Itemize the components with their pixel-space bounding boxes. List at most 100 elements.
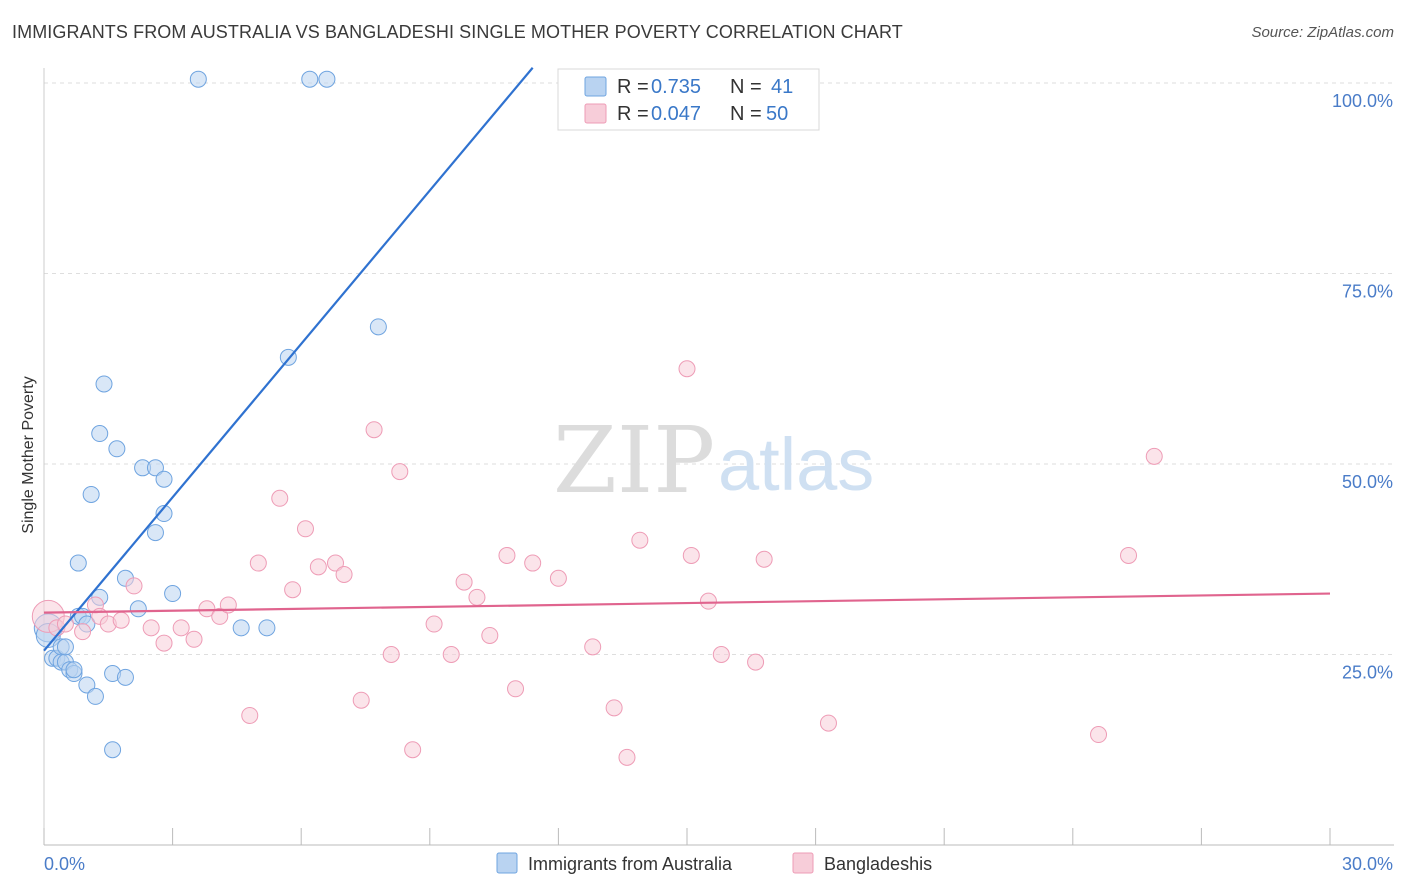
bottom-legend-swatch-bangladeshi bbox=[792, 852, 814, 874]
legend-swatch-bangladeshi bbox=[584, 103, 607, 124]
source-label: Source: ZipAtlas.com bbox=[1251, 24, 1394, 41]
bangladeshi-point bbox=[507, 680, 525, 698]
bangladeshi-point bbox=[605, 699, 623, 717]
watermark: ZIP atlas bbox=[553, 407, 874, 514]
bangladeshi-point bbox=[172, 619, 190, 637]
australia-point bbox=[164, 585, 182, 603]
y-tick-label: 100.0% bbox=[1332, 91, 1393, 111]
bangladeshi-point bbox=[382, 646, 400, 663]
bangladeshi-point bbox=[747, 653, 765, 671]
watermark-zip: ZIP bbox=[553, 407, 715, 514]
tick-labels: 25.0% 50.0% 75.0% 100.0% 0.0% 30.0% bbox=[44, 91, 1393, 874]
watermark-atlas: atlas bbox=[718, 423, 874, 506]
x-tick-label: 0.0% bbox=[44, 854, 85, 874]
bangladeshi-point bbox=[155, 634, 173, 652]
australia-point bbox=[82, 485, 100, 503]
australia-point bbox=[56, 638, 74, 656]
australia-point bbox=[95, 375, 113, 393]
australia-point bbox=[65, 661, 83, 679]
australia-point bbox=[369, 318, 387, 336]
bangladeshi-point bbox=[682, 546, 700, 564]
legend-box: R = 0.735 N = 41 R = 0.047 N = 50 bbox=[557, 68, 820, 131]
bangladeshi-point bbox=[326, 554, 344, 572]
bangladeshi-point bbox=[271, 489, 289, 507]
legend-swatch-australia bbox=[584, 76, 607, 97]
bangladeshi-point bbox=[442, 646, 460, 663]
bangladeshi-point bbox=[819, 714, 837, 732]
legend-r-label-bangladeshi: R = bbox=[617, 103, 649, 125]
legend-n-label-bangladeshi: N = bbox=[730, 103, 762, 125]
bangladeshi-point bbox=[455, 573, 473, 591]
bangladeshi-point bbox=[241, 706, 259, 724]
bottom-legend-swatch-australia bbox=[496, 852, 518, 874]
bangladeshi-point bbox=[1120, 546, 1138, 564]
bottom-legend: Immigrants from Australia Bangladeshis bbox=[496, 852, 932, 874]
australia-point bbox=[146, 459, 164, 477]
bangladeshi-point bbox=[112, 611, 130, 629]
australia-trend-line bbox=[43, 67, 534, 652]
bangladeshi-point bbox=[618, 748, 636, 766]
bottom-legend-label-bangladeshi: Bangladeshis bbox=[824, 854, 932, 874]
bangladeshi-point bbox=[211, 607, 229, 625]
australia-point bbox=[155, 505, 173, 523]
bangladeshi-point bbox=[198, 600, 216, 618]
bangladeshi-point bbox=[284, 581, 302, 599]
legend-n-label-australia: N = bbox=[730, 76, 762, 98]
bangladeshi-point bbox=[468, 588, 486, 606]
australia-point bbox=[301, 70, 319, 88]
bangladeshi-point bbox=[524, 554, 542, 572]
legend-r-value-australia: 0.735 bbox=[651, 76, 701, 98]
trend-lines bbox=[43, 67, 1331, 652]
bangladeshi-point bbox=[1145, 447, 1163, 465]
x-tick-label: 30.0% bbox=[1342, 854, 1393, 874]
bangladeshi-point bbox=[352, 691, 370, 709]
bangladeshi-point bbox=[404, 741, 422, 759]
legend-r-value-bangladeshi: 0.047 bbox=[651, 103, 701, 125]
bangladeshi-point bbox=[74, 623, 92, 641]
bangladeshi-point bbox=[712, 646, 730, 663]
bangladeshi-point bbox=[425, 615, 443, 633]
australia-point bbox=[86, 687, 104, 705]
bangladeshi-point bbox=[481, 626, 499, 644]
legend-n-value-bangladeshi: 50 bbox=[766, 103, 788, 125]
australia-point bbox=[108, 440, 126, 458]
australia-point bbox=[129, 600, 147, 618]
australia-point bbox=[146, 524, 164, 542]
bangladeshi-point bbox=[631, 531, 649, 549]
australia-point bbox=[189, 70, 207, 88]
australia-point bbox=[232, 619, 250, 637]
bangladeshi-point bbox=[309, 558, 327, 576]
bangladeshi-point bbox=[142, 619, 160, 637]
bangladeshi-point bbox=[335, 565, 353, 583]
y-tick-label: 25.0% bbox=[1342, 663, 1393, 683]
bangladeshi-point bbox=[498, 546, 516, 564]
bangladeshi-point bbox=[185, 630, 203, 648]
australia-point bbox=[104, 741, 122, 759]
bangladeshi-point bbox=[755, 550, 773, 568]
bangladeshi-point bbox=[125, 577, 143, 595]
bangladeshi-point bbox=[699, 592, 717, 610]
australia-point bbox=[91, 425, 109, 443]
bangladeshi-point bbox=[678, 360, 696, 378]
y-tick-label: 50.0% bbox=[1342, 472, 1393, 492]
gridlines bbox=[44, 82, 1394, 655]
bangladeshi-point bbox=[249, 554, 267, 572]
australia-point bbox=[155, 470, 173, 488]
legend-r-label-australia: R = bbox=[617, 76, 649, 98]
australia-point bbox=[116, 668, 134, 686]
bangladeshi-point bbox=[1090, 726, 1108, 744]
axes bbox=[43, 68, 1394, 846]
bangladeshi-point bbox=[391, 463, 409, 481]
legend-n-value-australia: 41 bbox=[771, 76, 793, 98]
bottom-legend-label-australia: Immigrants from Australia bbox=[528, 854, 733, 874]
bangladeshi-point bbox=[549, 569, 567, 587]
data-points bbox=[31, 70, 1163, 766]
y-tick-label: 75.0% bbox=[1342, 282, 1393, 302]
australia-point bbox=[258, 619, 276, 637]
bangladeshi-point bbox=[584, 638, 602, 656]
australia-point bbox=[78, 676, 96, 694]
bangladeshi-trend-line bbox=[43, 592, 1331, 614]
bangladeshi-point bbox=[296, 520, 314, 538]
bangladeshi-point bbox=[365, 421, 383, 439]
